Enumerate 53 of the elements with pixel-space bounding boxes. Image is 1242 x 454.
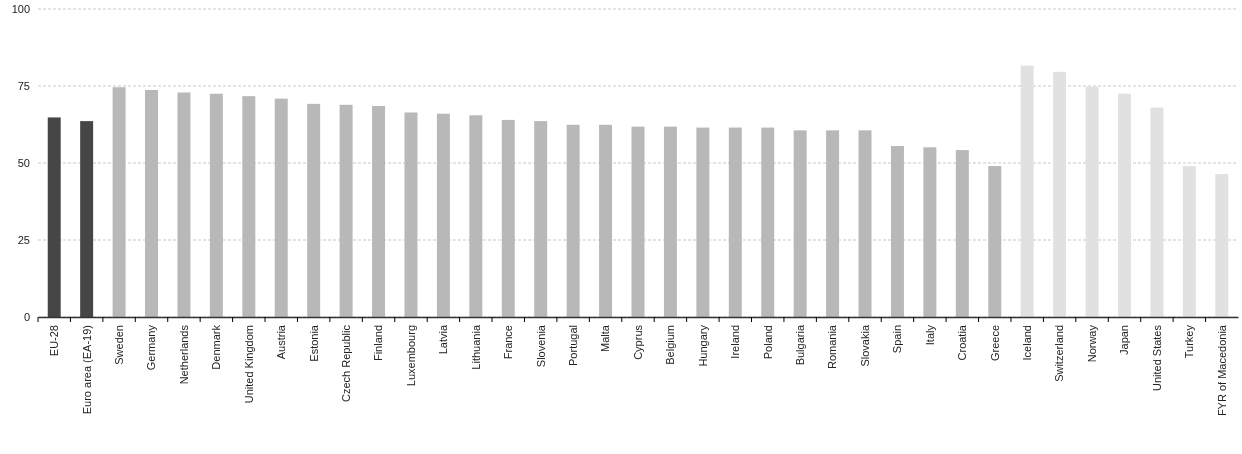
x-tick-label: Turkey bbox=[1183, 324, 1196, 359]
bar bbox=[1085, 86, 1099, 317]
x-tick-label: Greece bbox=[988, 325, 1001, 362]
x-tick-label: Slovenia bbox=[534, 324, 547, 368]
x-tick-label: Czech Republic bbox=[339, 324, 352, 403]
x-tick-label: Denmark bbox=[210, 324, 223, 370]
x-tick-label: Portugal bbox=[566, 325, 579, 366]
x-tick-label: United Kingdom bbox=[242, 325, 255, 404]
bar bbox=[1053, 71, 1067, 317]
x-tick-label: Poland bbox=[761, 325, 774, 360]
x-tick-label: Latvia bbox=[437, 324, 450, 355]
x-tick-label: Germany bbox=[145, 324, 158, 371]
x-tick-label: Cyprus bbox=[631, 324, 644, 360]
y-tick-label: 0 bbox=[23, 311, 30, 324]
x-tick-label: Sweden bbox=[112, 325, 125, 365]
y-tick-label: 100 bbox=[11, 3, 30, 16]
x-tick-label: EU-28 bbox=[48, 325, 61, 357]
y-tick-label: 50 bbox=[17, 157, 30, 170]
x-tick-label: Euro area (EA-19) bbox=[80, 325, 93, 415]
x-tick-label: Norway bbox=[1085, 324, 1098, 363]
bar bbox=[988, 166, 1002, 317]
x-tick-label: Ireland bbox=[729, 325, 742, 359]
x-tick-label: Iceland bbox=[1021, 325, 1034, 361]
x-tick-label: Austria bbox=[275, 324, 288, 360]
x-tick-label: Italy bbox=[923, 324, 936, 346]
x-tick-label: Slovakia bbox=[858, 324, 871, 367]
x-tick-label: Romania bbox=[826, 324, 839, 370]
bar bbox=[1118, 93, 1131, 317]
y-tick-label: 75 bbox=[17, 80, 30, 93]
x-tick-label: Bulgaria bbox=[794, 324, 807, 366]
bar bbox=[1215, 174, 1229, 317]
x-tick-label: Luxembourg bbox=[404, 325, 417, 387]
bar bbox=[923, 147, 937, 317]
y-tick-label: 25 bbox=[17, 234, 30, 247]
bar bbox=[1150, 107, 1164, 317]
x-tick-label: Finland bbox=[372, 325, 385, 362]
x-tick-label: Croatia bbox=[956, 324, 969, 361]
x-tick-label: United States bbox=[1150, 324, 1163, 392]
x-tick-label: Hungary bbox=[696, 324, 709, 367]
x-tick-label: FYR of Macedonia bbox=[1215, 324, 1228, 417]
x-tick-label: Spain bbox=[891, 325, 904, 354]
x-tick-label: Japan bbox=[1118, 325, 1131, 355]
x-tick-label: Estonia bbox=[307, 324, 320, 362]
x-tick-label: Netherlands bbox=[177, 324, 190, 385]
x-tick-label: Belgium bbox=[664, 325, 677, 365]
bar bbox=[47, 117, 61, 317]
x-tick-label: Malta bbox=[599, 324, 612, 352]
x-tick-label: Lithuania bbox=[469, 324, 482, 370]
bar bbox=[1182, 166, 1196, 317]
bar bbox=[80, 121, 94, 317]
x-tick-label: Switzerland bbox=[1053, 325, 1066, 382]
x-tick-label: France bbox=[502, 325, 515, 360]
bar bbox=[1020, 65, 1034, 317]
